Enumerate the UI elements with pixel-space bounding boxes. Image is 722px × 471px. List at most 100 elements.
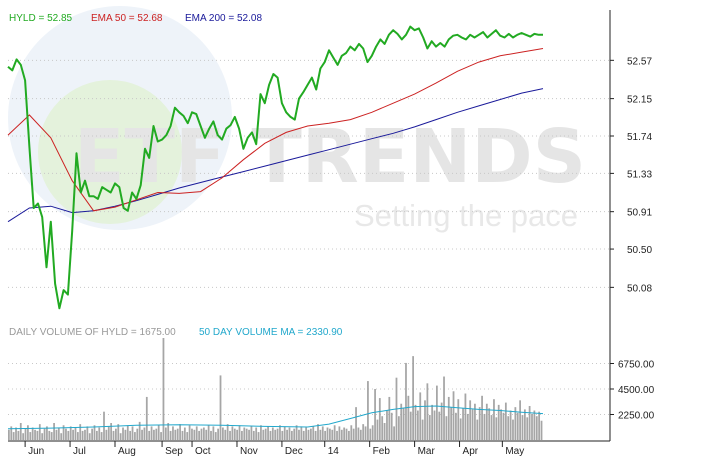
volume-bar xyxy=(462,408,464,440)
x-tick-label: Nov xyxy=(240,446,258,457)
volume-bar xyxy=(329,428,331,440)
volume-tick-label: 4500.00 xyxy=(618,385,655,396)
volume-bar xyxy=(79,424,82,440)
volume-bar xyxy=(122,427,124,440)
volume-bar xyxy=(521,415,524,440)
volume-bar xyxy=(502,412,505,440)
volume-bar xyxy=(46,426,48,440)
volume-bar xyxy=(50,432,53,440)
volume-tick-label: 2250.00 xyxy=(618,411,655,422)
volume-bar xyxy=(250,426,253,440)
volume-bar xyxy=(264,428,267,440)
volume-bar xyxy=(450,407,453,440)
volume-bar xyxy=(93,425,96,440)
x-tick-label: Oct xyxy=(195,446,211,457)
volume-bar xyxy=(512,419,514,440)
price-tick-label: 50.08 xyxy=(627,283,652,294)
volume-bar xyxy=(298,429,300,440)
volume-bar xyxy=(312,426,315,440)
volume-bar xyxy=(131,426,134,440)
price-y-ticks: 52.57 52.15 51.74 51.33 50.91 50.50 50.08 xyxy=(610,56,652,294)
volume-bar xyxy=(309,428,312,440)
volume-bar xyxy=(269,430,272,440)
volume-bar xyxy=(416,410,419,440)
volume-bar xyxy=(440,402,443,440)
volume-bar xyxy=(110,423,113,440)
volume-bar xyxy=(474,403,476,440)
volume-bar xyxy=(255,427,258,440)
volume-bar xyxy=(145,396,148,440)
volume-bar xyxy=(436,385,438,440)
volume-bar xyxy=(445,416,448,440)
volume-bar xyxy=(405,362,407,440)
volume-bar xyxy=(288,427,291,440)
x-tick-label: Sep xyxy=(165,446,183,457)
volume-bar xyxy=(191,428,193,440)
x-tick-label: Dec xyxy=(285,446,303,457)
x-tick-label: Mar xyxy=(418,446,436,457)
volume-bar xyxy=(519,400,521,440)
legend-volume-ma: 50 DAY VOLUME MA = 2330.90 xyxy=(199,327,343,338)
volume-bar xyxy=(143,427,146,440)
volume-bar xyxy=(336,430,338,440)
volume-bar xyxy=(195,426,198,440)
volume-bar xyxy=(276,428,279,440)
volume-bar xyxy=(48,430,51,440)
volume-bar xyxy=(433,410,436,440)
volume-bar xyxy=(15,427,17,440)
volume-bar xyxy=(485,403,488,440)
volume-bar xyxy=(181,430,184,440)
volume-bar xyxy=(497,404,500,440)
volume-bar xyxy=(10,426,13,440)
volume-bar xyxy=(447,396,450,440)
volume-bar xyxy=(409,411,412,440)
volume-bar xyxy=(65,428,67,440)
volume-bar xyxy=(8,429,10,440)
volume-bar xyxy=(72,429,74,440)
volume-bar xyxy=(134,432,136,440)
volume-bar xyxy=(386,410,388,440)
volume-bar xyxy=(98,427,101,440)
volume-bar xyxy=(383,423,386,440)
volume-bar xyxy=(136,428,139,440)
volume-bar xyxy=(176,428,179,440)
volume-bar xyxy=(443,376,445,440)
volume-bar xyxy=(481,395,483,440)
volume-bar xyxy=(431,404,434,440)
volume-bar xyxy=(129,430,132,440)
volume-bar xyxy=(367,381,369,440)
volume-bar xyxy=(115,428,117,440)
volume-bar xyxy=(153,429,155,440)
legend-ema200: EMA 200 = 52.08 xyxy=(185,13,262,24)
volume-bar xyxy=(53,423,55,440)
volume-bar xyxy=(526,417,529,440)
volume-bar xyxy=(160,432,162,440)
volume-bar xyxy=(138,421,141,440)
volume-bar xyxy=(141,429,143,440)
volume-bar xyxy=(169,430,172,440)
volume-bar xyxy=(317,424,319,440)
legend-hyld: HYLD = 52.85 xyxy=(9,13,73,24)
volume-bar xyxy=(217,428,220,440)
volume-bar xyxy=(207,425,210,440)
volume-bar xyxy=(164,427,167,440)
volume-bar xyxy=(155,428,158,440)
volume-bar xyxy=(369,428,372,440)
volume-bar xyxy=(333,425,336,440)
volume-bar xyxy=(167,423,170,440)
volume-bar xyxy=(533,410,536,440)
volume-bar xyxy=(326,427,329,440)
ema50-line xyxy=(7,48,544,212)
volume-bar xyxy=(483,413,486,440)
volume-bar xyxy=(302,430,305,440)
volume-bar xyxy=(86,426,89,440)
volume-bar xyxy=(478,407,481,440)
volume-bar xyxy=(67,430,70,440)
volume-bar xyxy=(200,428,203,440)
volume-bar xyxy=(205,429,208,440)
volume-bar xyxy=(428,415,431,440)
volume-bar xyxy=(229,430,231,440)
volume-bar xyxy=(374,389,376,440)
volume-bar xyxy=(238,425,241,440)
